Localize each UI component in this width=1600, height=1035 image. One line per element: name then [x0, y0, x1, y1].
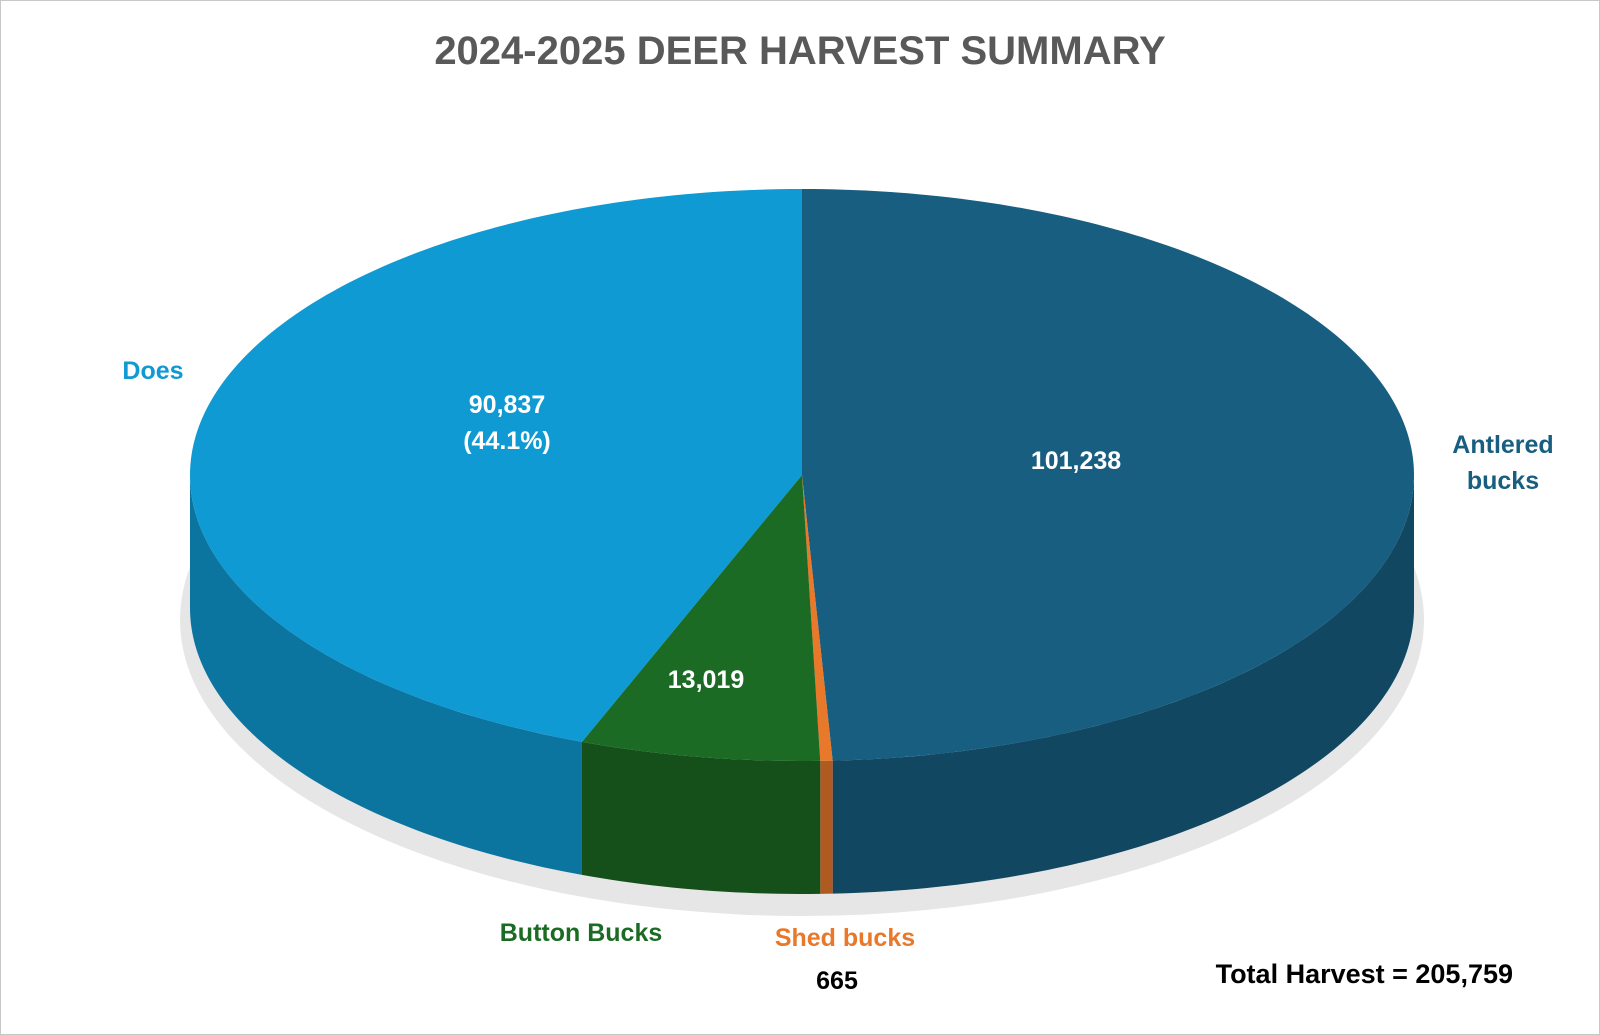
- value-label: 665: [816, 967, 858, 995]
- category-label: Does: [122, 357, 184, 385]
- slice-side: [190, 475, 582, 875]
- slice: [802, 475, 833, 761]
- annotation: Total Harvest = 205,759: [1215, 959, 1513, 989]
- category-label: Button Bucks: [499, 919, 663, 947]
- value-label: 101,238: [1030, 447, 1122, 475]
- slice: [190, 189, 803, 742]
- slice: [581, 475, 821, 761]
- category-label: Shed bucks: [774, 924, 916, 952]
- category-label: Antlered bucks: [1452, 431, 1554, 495]
- slice-side: [820, 760, 833, 894]
- value-label: 13,019: [667, 666, 745, 694]
- value-label: 90,837 (44.1%): [463, 391, 551, 455]
- slice-side: [581, 741, 821, 894]
- slice-side: [832, 475, 1414, 894]
- chart-title: 2024-2025 DEER HARVEST SUMMARY: [434, 29, 1166, 73]
- slice: [802, 189, 1414, 761]
